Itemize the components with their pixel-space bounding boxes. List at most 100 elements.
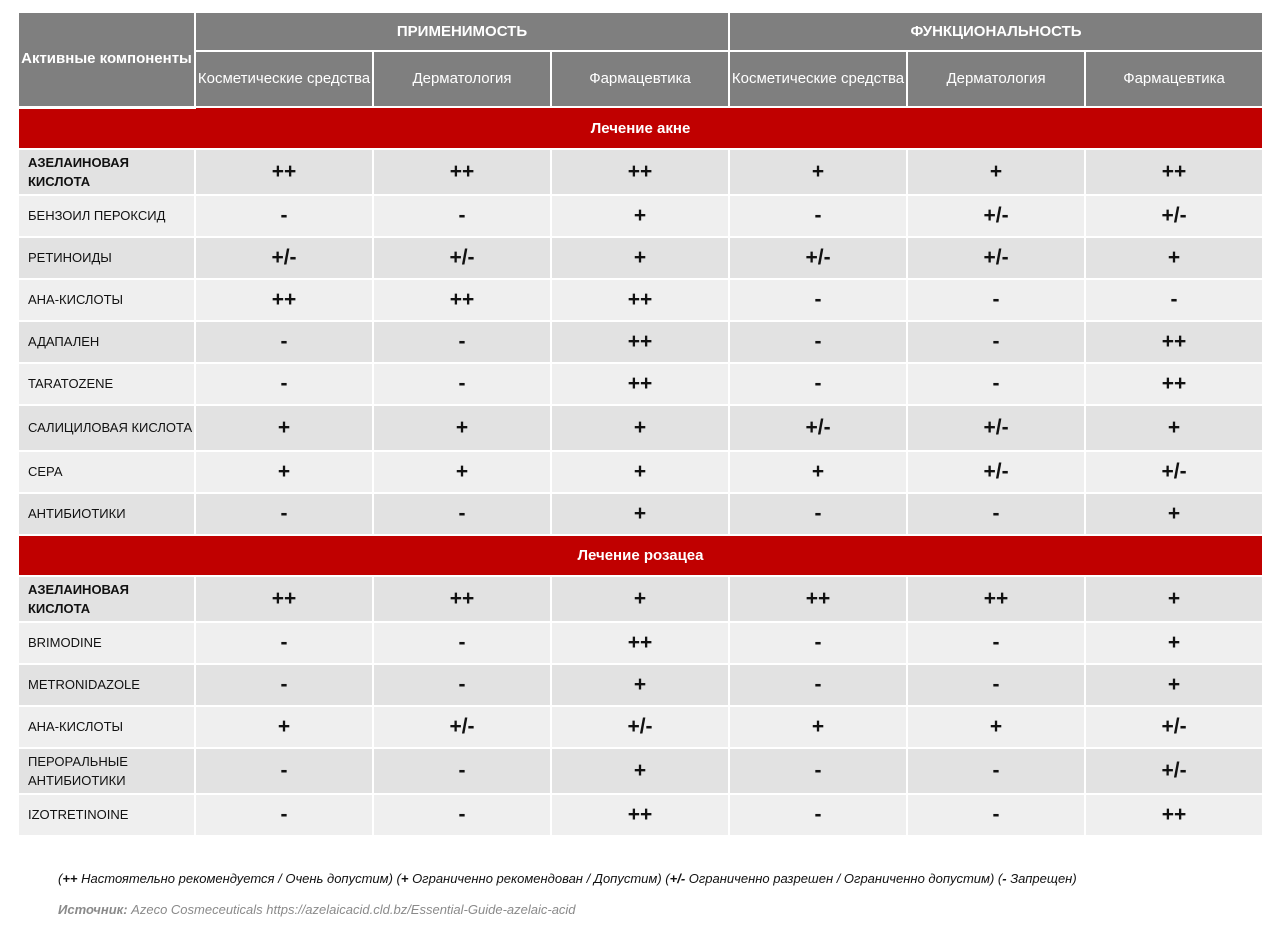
rating-cell: +/-: [372, 704, 552, 749]
table-row: БЕНЗОИЛ ПЕРОКСИД - - + - +/- +/-: [17, 193, 1265, 238]
rating-cell: +: [372, 449, 552, 494]
table-row: АНА-КИСЛОТЫ ++ ++ ++ - - -: [17, 277, 1265, 322]
rating-cell: -: [194, 193, 374, 238]
rating-cell: +/-: [1084, 746, 1265, 795]
rating-cell: +: [728, 449, 909, 494]
table-row: АНТИБИОТИКИ - - + - - +: [17, 491, 1265, 536]
rating-cell: ++: [372, 277, 552, 322]
comparison-table: Активные компоненты ПРИМЕНИМОСТЬ ФУНКЦИОНА…: [16, 11, 1265, 837]
section-row: Лечение розацеа: [16, 533, 1265, 577]
rating-cell: +/-: [906, 449, 1087, 494]
rating-cell: +/-: [372, 235, 552, 280]
legend-text: Ограниченно разрешен / Ограниченно допус…: [685, 871, 990, 886]
component-name: АЗЕЛАИНОВАЯ КИСЛОТА: [17, 147, 196, 196]
header-row-columns: Косметические средства Дерматология Фармац…: [18, 50, 1265, 108]
table-row: METRONIDAZOLE - - + - - +: [17, 662, 1265, 707]
rating-cell: -: [372, 319, 552, 364]
legend-symbol: ++: [62, 871, 78, 886]
rating-cell: ++: [906, 574, 1087, 623]
source: Источник: Azeco Cosmeceuticals https://a…: [58, 902, 576, 917]
table-row: САЛИЦИЛОВАЯ КИСЛОТА + + + +/- +/- +: [17, 403, 1265, 452]
rating-cell: +/-: [1084, 449, 1265, 494]
rating-cell: -: [906, 361, 1087, 406]
rating-cell: ++: [1084, 319, 1265, 364]
rating-cell: +: [549, 449, 731, 494]
table-row: СЕРА + + + + +/- +/-: [17, 449, 1265, 494]
rating-cell: -: [728, 319, 909, 364]
rating-cell: +: [549, 662, 731, 707]
rating-cell: -: [728, 277, 909, 322]
legend-item: (++ Настоятельно рекомендуется / Очень д…: [58, 871, 393, 886]
legend-item: (- Запрещен): [994, 871, 1077, 886]
rating-cell: -: [728, 361, 909, 406]
rating-cell: -: [372, 662, 552, 707]
source-text: Azeco Cosmeceuticals https://azelaicacid…: [127, 902, 576, 917]
rating-cell: +: [1084, 662, 1265, 707]
component-name: TARATOZENE: [17, 361, 196, 406]
rating-cell: +: [549, 403, 731, 452]
component-name: IZOTRETINOINE: [17, 792, 196, 837]
source-label: Источник:: [58, 902, 128, 917]
rating-cell: -: [728, 620, 909, 665]
rating-cell: +/-: [728, 403, 909, 452]
rating-cell: +: [372, 403, 552, 452]
component-name: АЗЕЛАИНОВАЯ КИСЛОТА: [17, 574, 196, 623]
rating-cell: -: [906, 662, 1087, 707]
component-name: АНА-КИСЛОТЫ: [17, 277, 196, 322]
rating-cell: +/-: [549, 704, 731, 749]
header-row-groups: Активные компоненты ПРИМЕНИМОСТЬ ФУНКЦИОНА…: [17, 11, 1265, 109]
rating-cell: -: [906, 792, 1087, 837]
column-header: Фармацевтика: [549, 50, 731, 108]
rating-cell: ++: [1084, 361, 1265, 406]
rating-cell: ++: [549, 319, 731, 364]
rating-cell: -: [728, 491, 909, 536]
rating-cell: -: [372, 361, 552, 406]
section-title: Лечение розацеа: [16, 533, 1265, 577]
rating-cell: ++: [549, 361, 731, 406]
rating-cell: +: [549, 746, 731, 795]
table-row: BRIMODINE - - ++ - - +: [17, 620, 1265, 665]
rating-cell: -: [194, 746, 374, 795]
rating-cell: ++: [194, 277, 374, 322]
rating-cell: +: [549, 574, 731, 623]
section-row: Лечение акне: [16, 106, 1265, 150]
rating-cell: +: [194, 704, 374, 749]
rating-cell: ++: [549, 792, 731, 837]
legend-symbol: +/-: [669, 871, 686, 886]
component-name: СЕРА: [17, 449, 196, 494]
rating-cell: -: [728, 193, 909, 238]
table-row: АЗЕЛАИНОВАЯ КИСЛОТА++++++++++: [17, 574, 1265, 623]
component-name: АНА-КИСЛОТЫ: [17, 704, 196, 749]
rating-cell: +: [728, 147, 909, 196]
rating-cell: ++: [194, 147, 374, 196]
rating-cell: ++: [1084, 147, 1265, 196]
rating-cell: -: [194, 361, 374, 406]
rating-cell: -: [1084, 277, 1265, 322]
rating-cell: +: [194, 449, 374, 494]
rating-cell: +: [1084, 235, 1265, 280]
rating-cell: +: [1084, 574, 1265, 623]
rating-cell: -: [906, 277, 1087, 322]
component-name: БЕНЗОИЛ ПЕРОКСИД: [17, 193, 196, 238]
legend-symbol: +: [400, 871, 409, 886]
rating-cell: +: [549, 491, 731, 536]
column-header: Косметические средства: [728, 50, 909, 108]
component-name: METRONIDAZOLE: [17, 662, 196, 707]
rating-cell: ++: [372, 147, 552, 196]
rating-cell: -: [194, 792, 374, 837]
rating-cell: +/-: [728, 235, 909, 280]
header-group-applicability: ПРИМЕНИМОСТЬ: [193, 11, 731, 52]
rating-cell: ++: [194, 574, 374, 623]
header-group-functionality: ФУНКЦИОНАЛЬНОСТЬ: [728, 11, 1265, 52]
table-row: ПЕРОРАЛЬНЫЕ АНТИБИОТИКИ - - + - - +/-: [17, 746, 1265, 795]
rating-cell: -: [372, 746, 552, 795]
column-header: Косметические средства: [194, 50, 374, 108]
legend-item: (+ Ограниченно рекомендован / Допустим): [392, 871, 662, 886]
rating-cell: ++: [549, 147, 731, 196]
component-name: АНТИБИОТИКИ: [17, 491, 196, 536]
rating-cell: -: [728, 662, 909, 707]
rating-cell: +: [1084, 491, 1265, 536]
rating-cell: +: [906, 704, 1087, 749]
table-row: IZOTRETINOINE - - ++ - - ++: [17, 792, 1265, 837]
rating-cell: ++: [1084, 792, 1265, 837]
